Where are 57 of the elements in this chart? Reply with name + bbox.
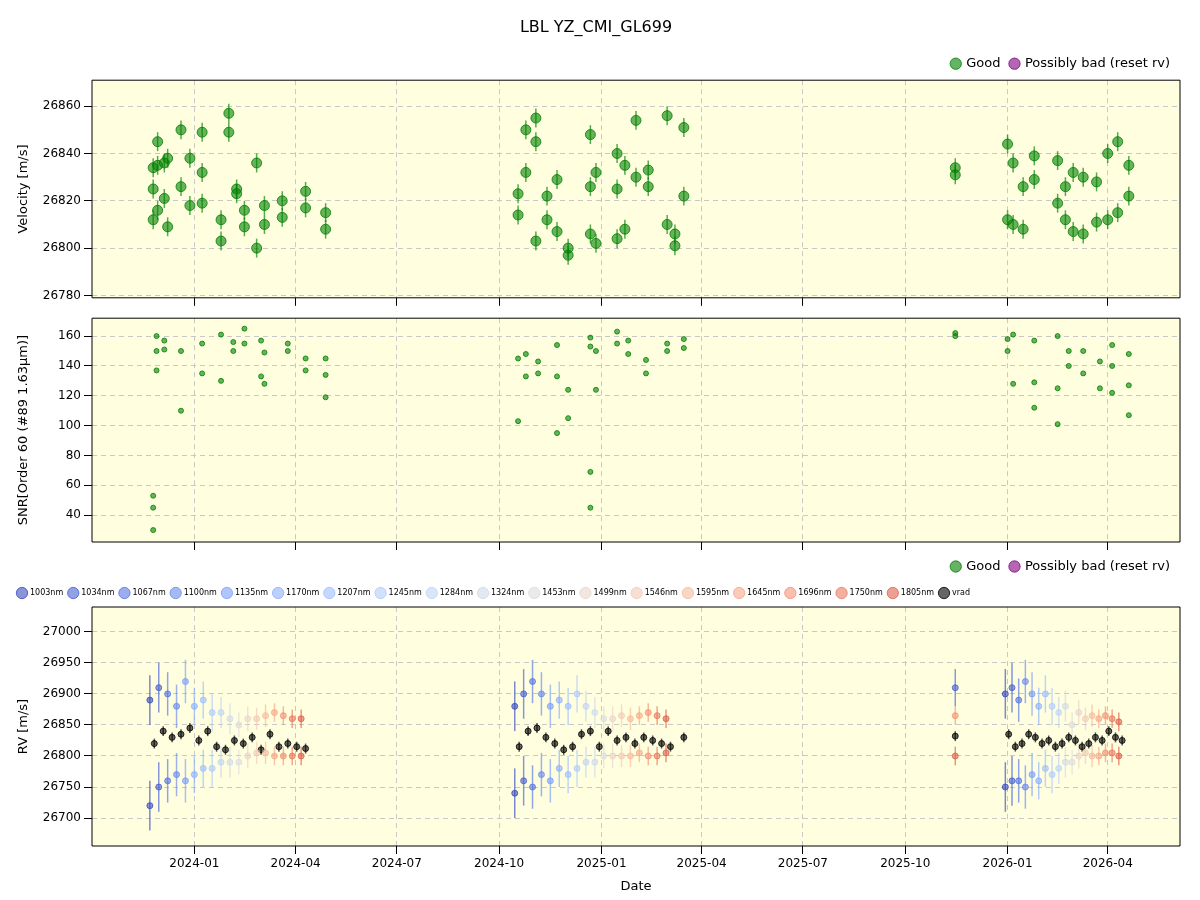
y-tick-label: 160 — [58, 328, 81, 343]
y-tick-label: 140 — [58, 358, 81, 373]
legend-label: Good — [966, 557, 1001, 573]
legend-label: 1245nm — [388, 588, 422, 598]
legend-label: 1546nm — [644, 588, 679, 598]
x-tick-label: 2026-01 — [982, 856, 1033, 871]
x-tick-label: 2024-04 — [270, 856, 321, 871]
y-tick-label: 60 — [65, 477, 81, 492]
legend-label: vrad — [952, 588, 971, 598]
y-tick-label: 80 — [65, 447, 81, 462]
legend-label: 1696nm — [798, 588, 832, 598]
y-tick-label: 26750 — [42, 779, 81, 794]
y-tick-label: 100 — [58, 417, 81, 432]
y-tick-label: 120 — [58, 387, 81, 402]
y-axis-title: SNR[Order 60 (#89 1.63μm)] — [15, 334, 31, 526]
legend-label: Possibly bad (reset rv) — [1024, 55, 1171, 71]
y-tick-label: 26700 — [42, 810, 81, 825]
legend-label: 1170nm — [286, 588, 320, 598]
chart-title: LBL YZ_CMI_GL699 — [519, 16, 673, 37]
y-tick-label: 27000 — [42, 623, 81, 638]
y-axis-title: RV [m/s] — [15, 698, 31, 755]
legend-label: 1003nm — [30, 588, 64, 598]
x-tick-label: 2024-01 — [169, 856, 220, 871]
x-tick-label: 2024-10 — [474, 856, 525, 871]
y-tick-label: 26850 — [42, 717, 81, 732]
legend-label: 1100nm — [183, 588, 218, 598]
legend-label: 1135nm — [234, 588, 269, 598]
x-tick-label: 2025-01 — [576, 856, 627, 871]
x-tick-label: 2025-07 — [777, 856, 828, 871]
y-tick-label: 26900 — [42, 686, 81, 701]
y-tick-label: 26820 — [42, 192, 81, 207]
x-tick-label: 2026-04 — [1082, 856, 1133, 871]
legend-label: 1750nm — [849, 588, 883, 598]
y-tick-label: 26800 — [42, 748, 81, 763]
y-tick-label: 40 — [65, 507, 81, 522]
legend-label: 1499nm — [593, 588, 627, 598]
y-tick-label: 26840 — [42, 145, 81, 160]
legend-label: 1324nm — [491, 588, 525, 598]
legend-label: Possibly bad (reset rv) — [1024, 557, 1171, 573]
legend-label: 1034nm — [81, 588, 115, 598]
y-axis-title: Velocity [m/s] — [15, 144, 31, 234]
x-tick-label: 2025-10 — [880, 856, 931, 871]
legend-label: 1284nm — [439, 588, 474, 598]
y-tick-label: 26780 — [42, 287, 81, 302]
x-axis-title: Date — [620, 877, 652, 893]
y-tick-label: 26950 — [42, 655, 81, 669]
legend-label: 1805nm — [900, 588, 935, 598]
legend-label: Good — [966, 55, 1001, 71]
legend-label: 1453nm — [542, 588, 576, 598]
legend-label: 1207nm — [337, 588, 371, 598]
legend-label: 1595nm — [695, 588, 730, 598]
legend-label: 1067nm — [132, 588, 166, 598]
x-tick-label: 2024-07 — [371, 856, 422, 871]
y-tick-label: 26800 — [42, 240, 81, 255]
x-tick-label: 2025-04 — [676, 856, 727, 871]
y-tick-label: 26860 — [42, 98, 81, 113]
legend-label: 1645nm — [747, 588, 781, 598]
